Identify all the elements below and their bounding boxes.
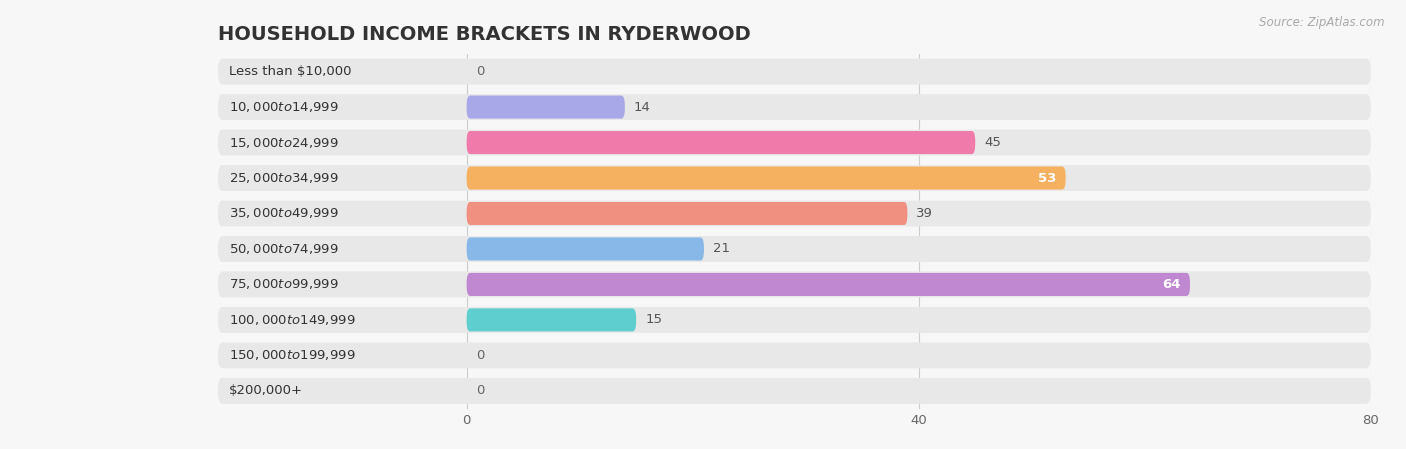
FancyBboxPatch shape	[218, 94, 1371, 120]
Text: 0: 0	[475, 384, 484, 397]
Text: $100,000 to $149,999: $100,000 to $149,999	[229, 313, 356, 327]
Text: $35,000 to $49,999: $35,000 to $49,999	[229, 207, 339, 220]
Text: $50,000 to $74,999: $50,000 to $74,999	[229, 242, 339, 256]
FancyBboxPatch shape	[218, 378, 1371, 404]
Text: Source: ZipAtlas.com: Source: ZipAtlas.com	[1260, 16, 1385, 29]
FancyBboxPatch shape	[218, 130, 1371, 155]
Text: 0: 0	[475, 349, 484, 362]
FancyBboxPatch shape	[467, 96, 624, 119]
FancyBboxPatch shape	[218, 307, 1371, 333]
FancyBboxPatch shape	[218, 272, 1371, 297]
Text: $75,000 to $99,999: $75,000 to $99,999	[229, 277, 339, 291]
Text: $15,000 to $24,999: $15,000 to $24,999	[229, 136, 339, 150]
FancyBboxPatch shape	[467, 167, 1066, 189]
Text: 39: 39	[917, 207, 934, 220]
Text: Less than $10,000: Less than $10,000	[229, 65, 352, 78]
FancyBboxPatch shape	[467, 131, 976, 154]
FancyBboxPatch shape	[467, 308, 636, 331]
Text: 0: 0	[475, 65, 484, 78]
Text: 21: 21	[713, 242, 730, 255]
Text: 14: 14	[634, 101, 651, 114]
FancyBboxPatch shape	[218, 59, 1371, 84]
Text: $25,000 to $34,999: $25,000 to $34,999	[229, 171, 339, 185]
FancyBboxPatch shape	[467, 273, 1189, 296]
FancyBboxPatch shape	[218, 236, 1371, 262]
FancyBboxPatch shape	[218, 343, 1371, 368]
Text: $10,000 to $14,999: $10,000 to $14,999	[229, 100, 339, 114]
Text: 53: 53	[1038, 172, 1057, 185]
Text: $150,000 to $199,999: $150,000 to $199,999	[229, 348, 356, 362]
Text: 64: 64	[1163, 278, 1181, 291]
FancyBboxPatch shape	[218, 201, 1371, 226]
FancyBboxPatch shape	[467, 238, 704, 260]
Text: 15: 15	[645, 313, 662, 326]
Text: $200,000+: $200,000+	[229, 384, 304, 397]
Text: HOUSEHOLD INCOME BRACKETS IN RYDERWOOD: HOUSEHOLD INCOME BRACKETS IN RYDERWOOD	[218, 25, 751, 44]
Text: 45: 45	[984, 136, 1001, 149]
FancyBboxPatch shape	[467, 202, 907, 225]
FancyBboxPatch shape	[218, 165, 1371, 191]
